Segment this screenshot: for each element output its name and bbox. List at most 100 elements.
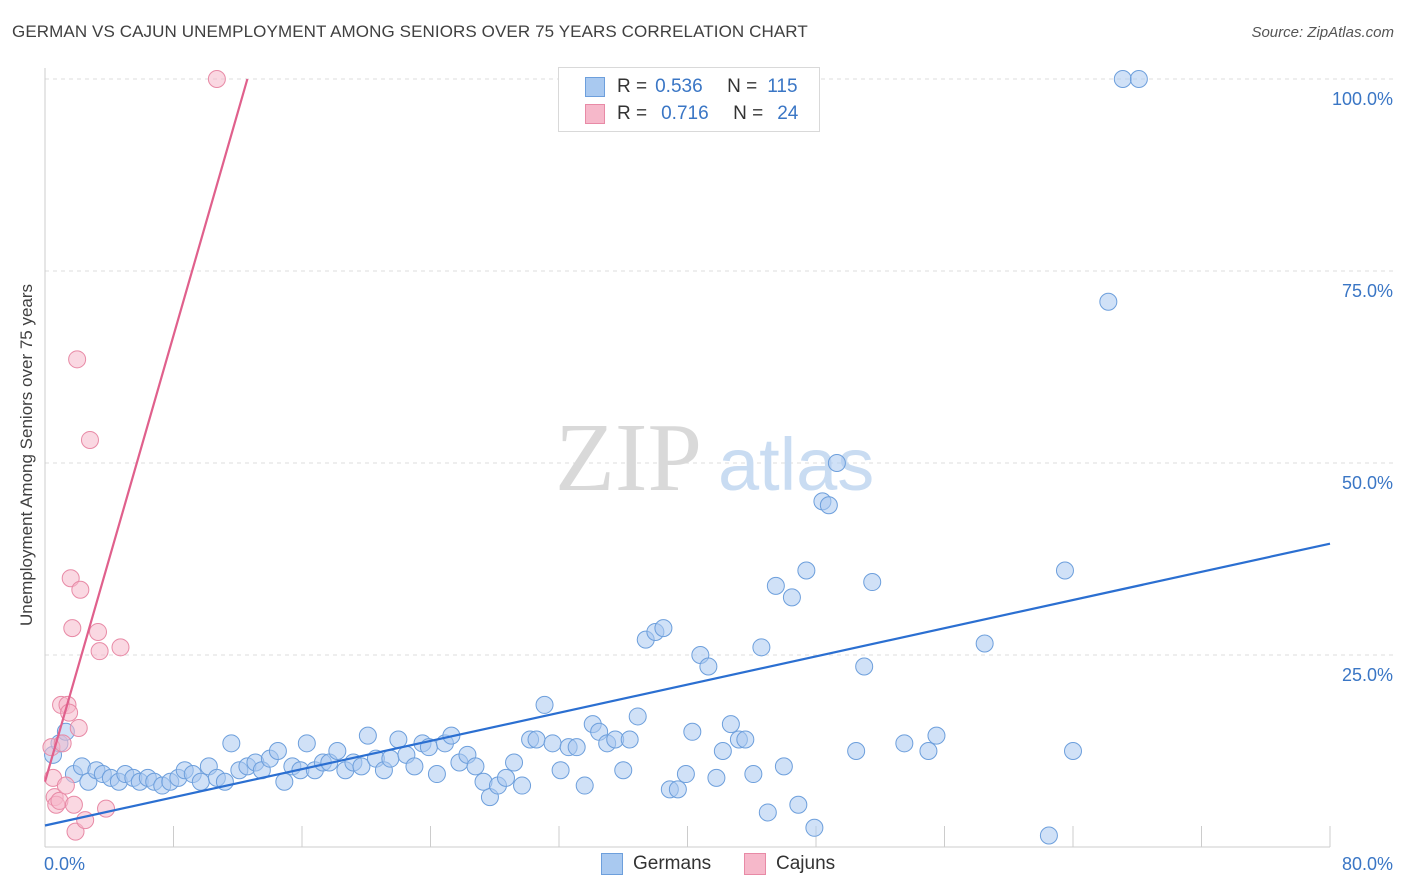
german-point — [975, 634, 994, 653]
german-point — [782, 588, 801, 607]
german-point — [466, 757, 485, 776]
cajuns-legend-label: Cajuns — [776, 853, 836, 874]
x-tick-label: 80.0% — [1342, 854, 1393, 874]
n-label: N = — [733, 103, 764, 124]
tick-labels: 25.0% 50.0% 75.0% 100.0% 0.0% 80.0% — [44, 89, 1393, 874]
german-point — [847, 742, 866, 760]
legend-row-cajuns: R = 0.716 N = 24 — [585, 102, 798, 126]
german-point — [1099, 292, 1118, 311]
german-point — [405, 757, 424, 776]
german-point — [1129, 70, 1148, 88]
german-point — [275, 772, 294, 791]
german-point — [543, 734, 562, 753]
legend-item-cajuns: Cajuns — [744, 852, 835, 876]
y-axis-label: Unemployment Among Seniors over 75 years — [17, 284, 36, 626]
german-point — [855, 657, 874, 676]
germans-swatch — [601, 853, 623, 875]
german-point — [927, 726, 946, 745]
german-point — [819, 496, 838, 515]
german-point — [496, 768, 515, 787]
german-point — [699, 657, 718, 676]
cajun-point — [111, 638, 130, 657]
german-point — [575, 776, 594, 795]
legend-row-germans: R = 0.536 N = 115 — [585, 75, 798, 99]
cajun-point — [64, 795, 83, 814]
german-point — [1064, 742, 1082, 760]
r-label: R = — [617, 76, 648, 97]
cajuns-swatch — [744, 853, 766, 875]
y-tick-label: 75.0% — [1342, 281, 1393, 301]
german-point — [919, 742, 938, 760]
cajuns-trend-line — [43, 78, 249, 783]
cajun-point — [97, 799, 116, 818]
german-point — [614, 761, 633, 780]
german-point — [381, 749, 400, 768]
source-label: Source: ZipAtlas.com — [1251, 24, 1394, 41]
watermark-atlas: atlas — [718, 423, 874, 506]
chart-title: GERMAN VS CAJUN UNEMPLOYMENT AMONG SENIO… — [12, 22, 808, 41]
german-point — [863, 573, 882, 592]
cajun-point — [63, 619, 82, 638]
cajun-point — [61, 569, 80, 588]
german-point — [713, 742, 732, 760]
german-point — [389, 730, 408, 749]
german-point — [513, 776, 532, 795]
german-point — [774, 757, 793, 776]
german-point — [427, 765, 446, 784]
german-point — [358, 726, 377, 745]
x-tick-label: 0.0% — [44, 854, 85, 874]
german-point — [1039, 826, 1058, 845]
cajun-point — [69, 718, 88, 737]
german-point — [527, 730, 546, 749]
germans-n-value: 115 — [767, 76, 798, 97]
cajun-point — [56, 776, 75, 795]
gridlines — [45, 78, 1395, 656]
german-point — [535, 695, 554, 714]
cajun-point — [66, 822, 85, 841]
cajun-point — [76, 811, 95, 830]
german-point — [766, 576, 785, 595]
german-point — [668, 780, 687, 799]
german-point — [683, 722, 702, 741]
german-point — [752, 638, 771, 657]
y-tick-label: 100.0% — [1332, 89, 1393, 109]
data-points — [42, 70, 1148, 845]
germans-trend-line — [44, 542, 1331, 827]
y-tick-label: 50.0% — [1342, 473, 1393, 493]
german-point — [352, 757, 371, 776]
cajun-point — [68, 350, 87, 369]
cajun-point — [89, 622, 108, 641]
german-point — [328, 742, 347, 760]
y-tick-label: 25.0% — [1342, 665, 1393, 685]
german-point — [628, 707, 647, 726]
german-point — [789, 795, 808, 814]
german-point — [297, 734, 316, 753]
german-point — [620, 730, 639, 749]
cajun-point — [207, 70, 226, 88]
german-point — [895, 734, 914, 753]
germans-swatch — [585, 77, 605, 97]
watermark-zip: ZIP — [555, 404, 702, 512]
german-point — [676, 765, 695, 784]
germans-legend-label: Germans — [633, 853, 712, 874]
german-point — [551, 761, 570, 780]
german-point — [744, 765, 763, 784]
cajuns-n-value: 24 — [777, 103, 799, 124]
german-point — [1055, 561, 1074, 580]
german-point — [567, 738, 586, 757]
cajuns-r-value: 0.716 — [661, 103, 709, 124]
correlation-legend: R = 0.536 N = 115 R = 0.716 N = 24 — [558, 67, 820, 132]
german-point — [707, 768, 726, 787]
german-point — [268, 742, 287, 760]
german-point — [736, 730, 755, 749]
german-point — [797, 561, 816, 580]
german-point — [654, 619, 673, 638]
legend-item-germans: Germans — [601, 852, 711, 876]
cajun-point — [71, 580, 90, 599]
cajun-point — [80, 430, 99, 449]
cajun-point — [90, 642, 109, 661]
german-point — [805, 818, 824, 837]
german-point — [505, 753, 524, 772]
n-label: N = — [727, 76, 758, 97]
